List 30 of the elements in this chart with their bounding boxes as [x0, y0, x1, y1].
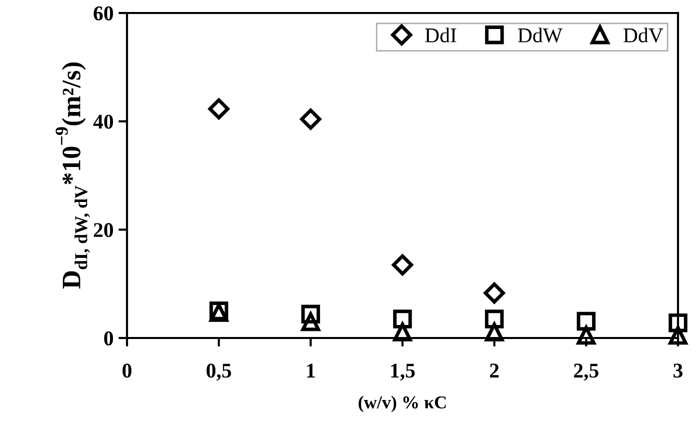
point [392, 254, 414, 276]
point [484, 310, 504, 328]
x-tick-label: 3 [674, 364, 682, 378]
point [301, 304, 320, 324]
x-axis-title: (w/v) % κC [358, 396, 446, 412]
x-tick-label: 1,5 [391, 364, 415, 381]
point [576, 312, 596, 331]
point [393, 310, 412, 328]
legend-label: DdW [518, 28, 562, 42]
y-tick-label: 40 [93, 114, 114, 129]
point [300, 108, 322, 130]
legend-label: DdI [425, 28, 456, 42]
point [668, 326, 688, 345]
point [484, 322, 504, 342]
y-axis-title: DdI, dW, dV*10−9(m²/s) [56, 62, 90, 289]
x-tick-label: 2 [490, 364, 499, 378]
y-tick-label: 0 [104, 331, 114, 346]
point [576, 326, 596, 345]
legend-label: DdV [624, 28, 664, 42]
point [393, 322, 412, 342]
x-tick-label: 1 [307, 364, 315, 378]
x-tick-label: 0,5 [206, 364, 232, 381]
x-tick-label: 2,5 [574, 364, 598, 381]
x-tick-label: 0 [122, 364, 132, 378]
y-tick-label: 60 [94, 6, 114, 20]
point [301, 312, 320, 332]
y-tick-label: 20 [94, 223, 114, 238]
point [208, 98, 230, 120]
point [484, 282, 505, 304]
point [668, 313, 688, 332]
